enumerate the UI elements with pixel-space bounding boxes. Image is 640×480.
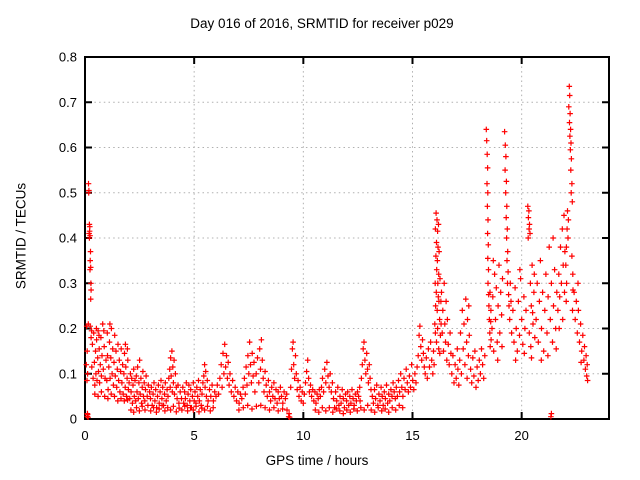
y-tick-label: 0 [70,412,77,427]
y-tick-label: 0.3 [59,276,77,291]
chart-title: Day 016 of 2016, SRMTID for receiver p02… [190,16,454,31]
y-tick-label: 0.6 [59,140,77,155]
x-tick-label: 0 [81,428,88,443]
x-axis-label: GPS time / hours [265,453,369,468]
x-tick-label: 10 [296,428,310,443]
tick-labels: 0 5 10 15 20 0 0.1 0.2 0.3 0.4 0.5 0.6 0.7 0.8 [59,50,529,444]
y-tick-label: 0.7 [59,95,77,110]
x-tick-label: 5 [191,428,198,443]
y-tick-label: 0.2 [59,321,77,336]
y-tick-label: 0.4 [59,231,77,246]
x-tick-label: 15 [405,428,419,443]
gridlines [85,57,609,419]
data-points [83,83,591,420]
y-tick-label: 0.5 [59,185,77,200]
y-tick-label: 0.8 [59,50,77,65]
x-tick-label: 20 [514,428,528,443]
scatter-markers [83,83,591,420]
y-tick-label: 0.1 [59,366,77,381]
